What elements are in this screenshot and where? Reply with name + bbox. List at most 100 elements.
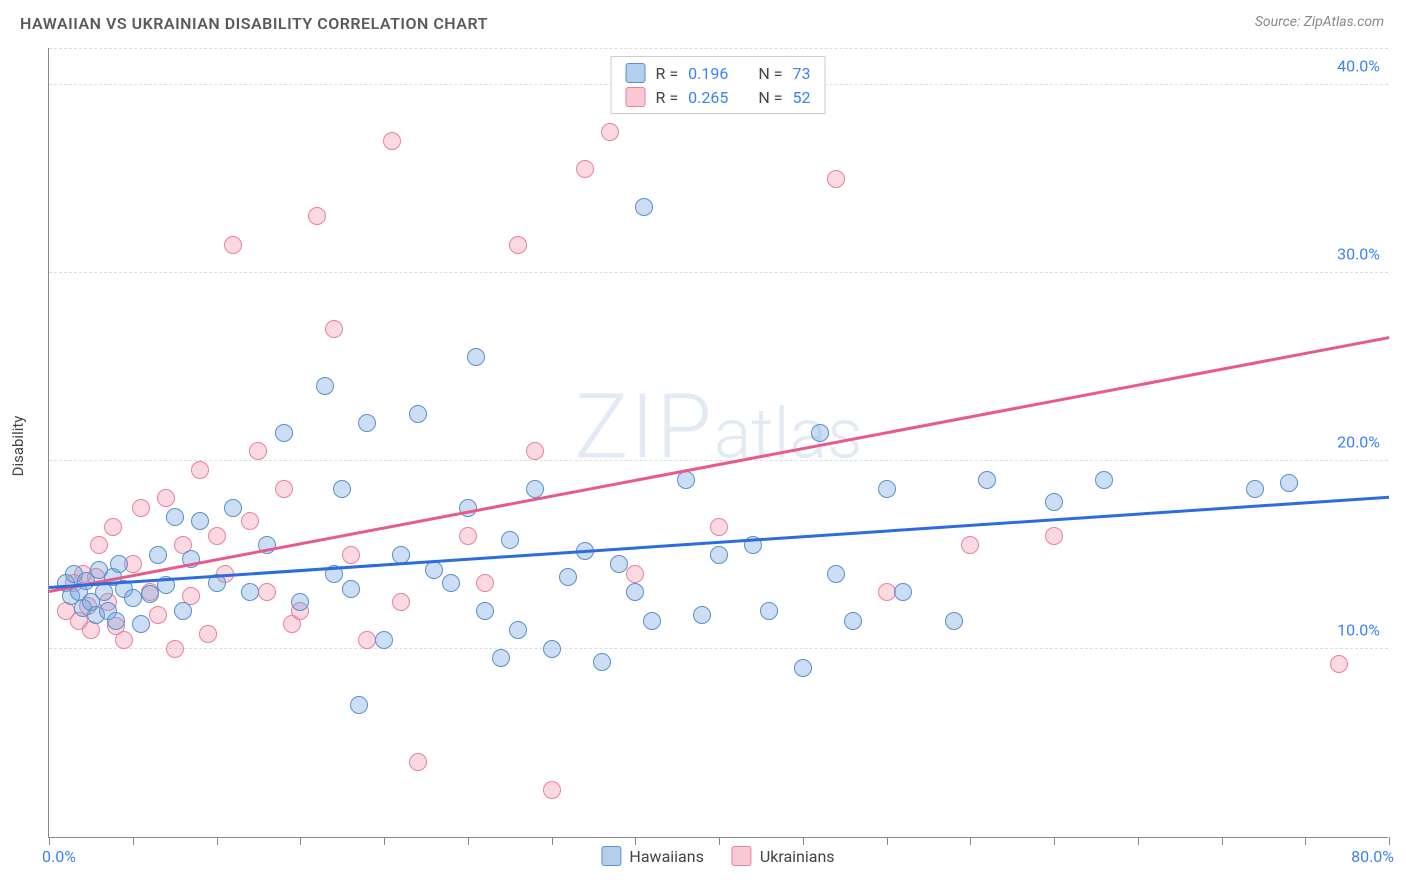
data-point [978,471,996,489]
stats-legend: R =0.196N =73R =0.265N =52 [611,56,826,114]
x-tick [1305,837,1306,845]
data-point [610,555,628,573]
data-point [342,546,360,564]
x-tick [970,837,971,845]
gridline-h [49,460,1388,461]
data-point [409,405,427,423]
data-point [425,561,443,579]
data-point [157,489,175,507]
x-tick [887,837,888,845]
data-point [509,236,527,254]
r-value: 0.196 [688,64,728,83]
gridline-h [49,48,1388,49]
x-tick [468,837,469,845]
stats-legend-row: R =0.196N =73 [626,61,811,85]
data-point [241,583,259,601]
gridline-h [49,648,1388,649]
data-point [132,615,150,633]
data-point [358,631,376,649]
data-point [333,480,351,498]
series-legend: HawaiiansUkrainians [601,846,834,866]
data-point [844,612,862,630]
data-point [961,536,979,554]
data-point [224,499,242,517]
data-point [342,580,360,598]
data-point [827,170,845,188]
n-value: 52 [792,88,810,107]
data-point [459,527,477,545]
data-point [509,621,527,639]
legend-swatch [626,87,646,107]
data-point [149,606,167,624]
y-tick-label: 20.0% [1337,432,1380,451]
data-point [141,585,159,603]
legend-swatch [626,63,646,83]
data-point [325,320,343,338]
data-point [308,207,326,225]
x-axis-max-label: 80.0% [1351,847,1394,866]
data-point [90,536,108,554]
x-tick [300,837,301,845]
x-tick [217,837,218,845]
data-point [166,508,184,526]
plot-area: ZIPatlas 10.0%20.0%30.0%40.0% [48,48,1388,838]
data-point [878,583,896,601]
watermark-atlas: atlas [714,393,863,475]
x-tick [1138,837,1139,845]
data-point [710,546,728,564]
data-point [476,574,494,592]
data-point [392,593,410,611]
data-point [358,414,376,432]
data-point [1045,527,1063,545]
gridline-h [49,272,1388,273]
data-point [124,589,142,607]
data-point [1095,471,1113,489]
x-tick [635,837,636,845]
data-point [894,583,912,601]
data-point [827,565,845,583]
data-point [677,471,695,489]
x-tick [803,837,804,845]
data-point [476,602,494,620]
data-point [945,612,963,630]
source-credit: Source: ZipAtlas.com [1255,14,1384,30]
x-axis-min-label: 0.0% [42,847,76,866]
trend-line-hawaiians [49,496,1389,589]
data-point [1280,474,1298,492]
data-point [350,696,368,714]
data-point [1045,493,1063,511]
data-point [693,606,711,624]
data-point [467,348,485,366]
data-point [174,602,192,620]
data-point [559,568,577,586]
r-label: R = [656,64,679,83]
data-point [199,625,217,643]
watermark-zip: ZIP [574,374,713,479]
data-point [626,583,644,601]
data-point [249,442,267,460]
data-point [383,132,401,150]
data-point [501,531,519,549]
data-point [1246,480,1264,498]
data-point [115,631,133,649]
legend-swatch [732,846,752,866]
data-point [258,583,276,601]
data-point [576,160,594,178]
y-tick-label: 30.0% [1337,244,1380,263]
x-tick [1222,837,1223,845]
data-point [643,612,661,630]
data-point [1330,655,1348,673]
data-point [710,518,728,536]
x-tick [1054,837,1055,845]
data-point [635,198,653,216]
data-point [191,461,209,479]
data-point [110,555,128,573]
data-point [442,574,460,592]
data-point [104,518,122,536]
data-point [543,640,561,658]
data-point [543,781,561,799]
data-point [593,653,611,671]
data-point [132,499,150,517]
series-legend-item: Ukrainians [732,846,835,866]
data-point [409,753,427,771]
